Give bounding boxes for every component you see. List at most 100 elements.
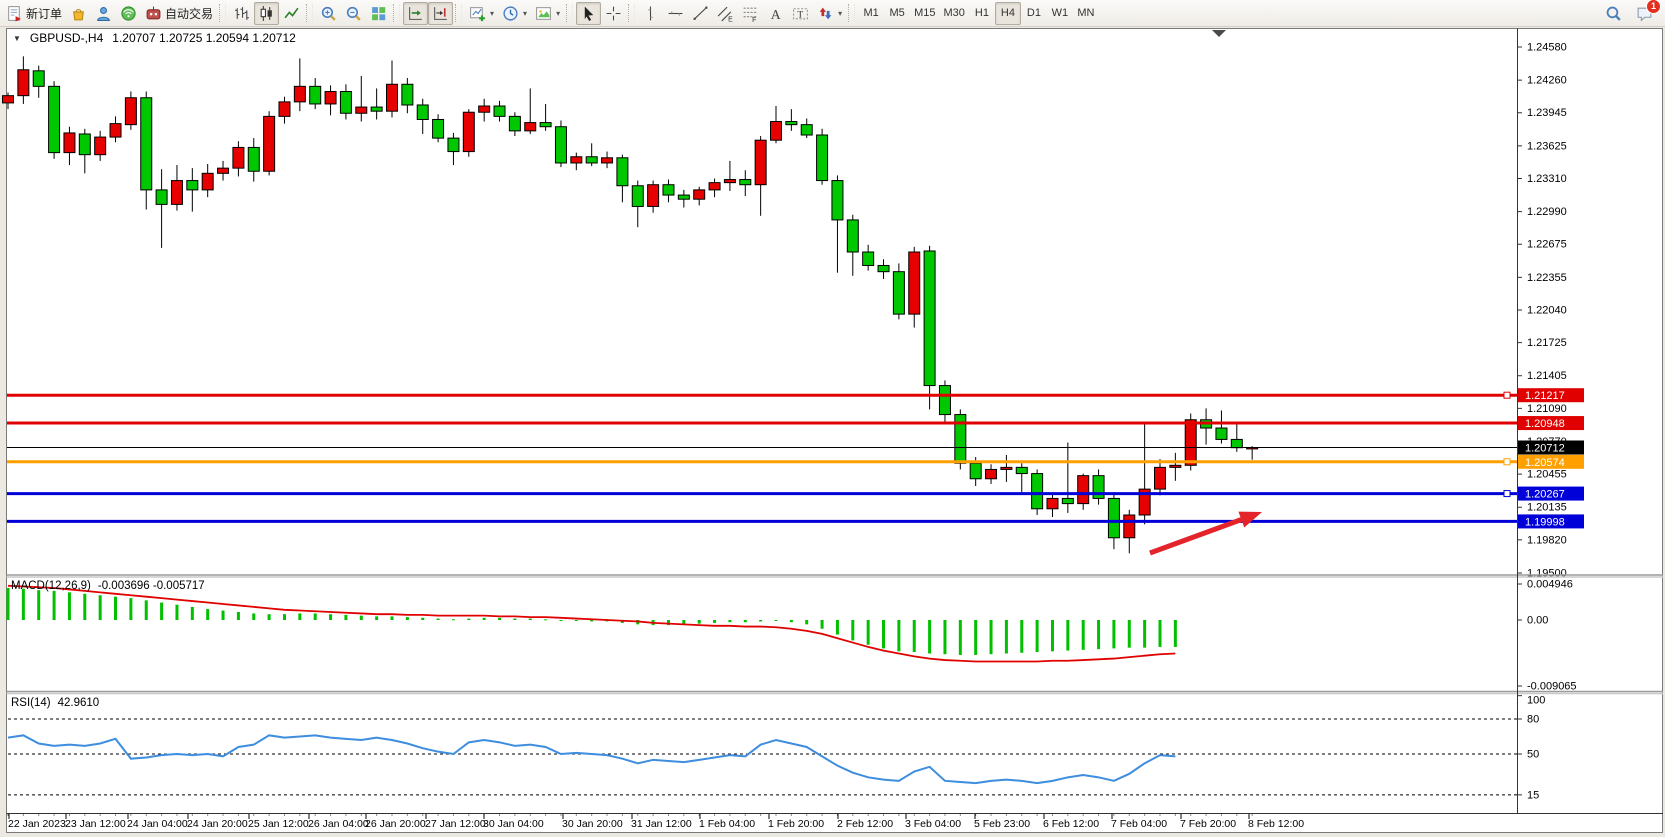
line-chart-button[interactable] [279, 2, 304, 25]
chart-shift-button[interactable] [428, 1, 454, 25]
annotation-arrow[interactable] [1149, 515, 1248, 556]
time-label: 2 Feb 12:00 [837, 818, 893, 830]
candle [1230, 438, 1243, 449]
tf-h4-button[interactable]: H4 [994, 1, 1021, 25]
macd-bar [298, 613, 302, 620]
new-chart-button[interactable]: ▾ [465, 2, 498, 25]
autoscroll-icon [409, 6, 422, 20]
new-order-button[interactable]: 新订单 [2, 2, 66, 25]
periods-button[interactable]: ▾ [498, 2, 531, 25]
candle [892, 271, 905, 315]
line-handle[interactable] [1503, 391, 1511, 399]
macd-bar [1173, 620, 1177, 647]
candle [708, 182, 721, 191]
candle [324, 91, 337, 105]
tf-m30-button[interactable]: M30 [940, 2, 969, 25]
zoom-in-button[interactable] [316, 2, 341, 25]
macd-bar [728, 620, 732, 623]
macd-bar [989, 620, 993, 655]
candle [1138, 488, 1151, 516]
candle [816, 134, 829, 182]
zoom-out-button[interactable] [341, 2, 366, 25]
line-handle[interactable] [1503, 490, 1511, 498]
svg-text:1.20574: 1.20574 [1525, 457, 1565, 469]
candle [1154, 466, 1166, 490]
svg-text:-0.009065: -0.009065 [1527, 680, 1577, 692]
macd-bar [252, 613, 256, 620]
candle [1015, 466, 1028, 475]
autotrading-button[interactable]: 自动交易 [141, 2, 217, 25]
tf-mn-button[interactable]: MN [1073, 2, 1099, 25]
macd-bar [958, 620, 962, 655]
horizontal-lines[interactable] [7, 391, 1517, 523]
candle [32, 70, 45, 87]
candle [616, 157, 629, 187]
chart-title-dropdown-icon[interactable]: ▼ [13, 33, 21, 43]
candle [1046, 497, 1059, 510]
tf-h1-button-label: H1 [974, 7, 989, 19]
svg-text:1.22355: 1.22355 [1527, 272, 1567, 284]
svg-text:1.21090: 1.21090 [1527, 403, 1567, 415]
search-button[interactable] [1601, 2, 1626, 25]
signals-button[interactable] [91, 2, 116, 25]
candle [800, 124, 813, 136]
candle [1077, 475, 1090, 505]
cursor-button[interactable] [576, 1, 602, 25]
bar-chart-button[interactable] [229, 2, 254, 25]
macd-bar [52, 590, 56, 620]
price-badge: 1.20574 [1518, 454, 1584, 469]
annotation-arrowhead[interactable] [1238, 511, 1262, 528]
tf-m1-button[interactable]: M1 [858, 2, 884, 25]
macd-bar [206, 609, 210, 620]
notifications-button[interactable]: 1 [1632, 0, 1661, 25]
zoom-out-icon [346, 6, 361, 21]
macd-bar [1004, 620, 1008, 654]
tile-windows-button[interactable] [366, 2, 391, 25]
line-handle[interactable] [1503, 458, 1511, 466]
candle [293, 85, 306, 103]
signals-icon [96, 6, 111, 21]
tf-m5-button[interactable]: M5 [884, 2, 910, 25]
macd-bar [375, 616, 379, 620]
candle [186, 180, 199, 191]
dropdown-caret-icon: ▾ [523, 8, 528, 18]
channel-button[interactable]: E [713, 2, 738, 25]
macd-bar [1035, 620, 1039, 653]
toolbar-separator [848, 4, 856, 22]
horizontal-line-button[interactable] [663, 2, 688, 25]
candle [877, 264, 890, 273]
macd-bar [467, 618, 471, 620]
vps-icon [121, 5, 136, 21]
tf-h1-button[interactable]: H1 [969, 2, 995, 25]
tf-mn-button-label: MN [1077, 7, 1095, 19]
fibonacci-button[interactable]: F [738, 2, 763, 25]
trendline-button[interactable] [688, 2, 713, 25]
tf-m15-button[interactable]: M15 [910, 2, 939, 25]
chart-shift-icon [434, 6, 447, 20]
tf-d1-button-label: D1 [1026, 7, 1041, 19]
line-icon [284, 7, 299, 18]
autoscroll-button[interactable] [403, 1, 429, 25]
tf-m1-button-label: M1 [863, 7, 879, 19]
tf-d1-button[interactable]: D1 [1021, 2, 1047, 25]
chart-shift-marker[interactable] [1212, 30, 1226, 37]
market-button[interactable] [66, 2, 91, 25]
macd-bar [267, 614, 271, 620]
crosshair-button[interactable] [601, 2, 626, 25]
text-label-button[interactable]: T [788, 2, 813, 25]
tf-w1-button[interactable]: W1 [1047, 2, 1073, 25]
text-button[interactable]: A [763, 2, 788, 25]
candle [263, 115, 276, 172]
price-badge: 1.19998 [1518, 514, 1584, 529]
time-label: 30 Jan 04:00 [483, 818, 544, 830]
templates-button[interactable]: ▾ [531, 2, 564, 25]
shapes-button[interactable]: ▾ [813, 2, 846, 25]
price-badge: 1.20712 [1518, 440, 1584, 455]
macd-bar [1020, 620, 1024, 653]
vertical-line-button[interactable] [638, 2, 663, 25]
candle [63, 132, 76, 154]
vps-button[interactable] [116, 2, 141, 25]
candlestick-button[interactable] [254, 1, 280, 25]
candle [416, 104, 429, 120]
clock-icon [503, 5, 518, 21]
